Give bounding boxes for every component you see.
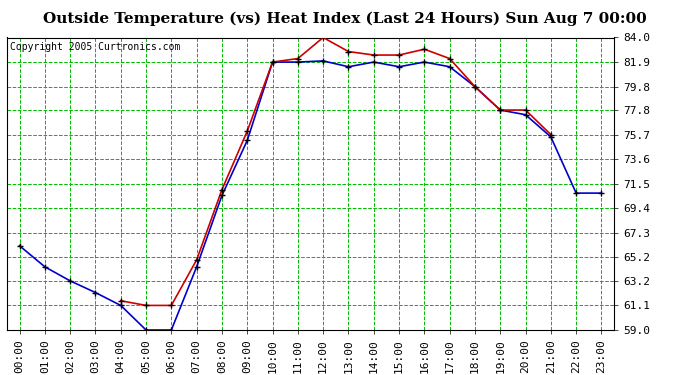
Text: Copyright 2005 Curtronics.com: Copyright 2005 Curtronics.com — [10, 42, 180, 52]
Text: Outside Temperature (vs) Heat Index (Last 24 Hours) Sun Aug 7 00:00: Outside Temperature (vs) Heat Index (Las… — [43, 11, 647, 26]
